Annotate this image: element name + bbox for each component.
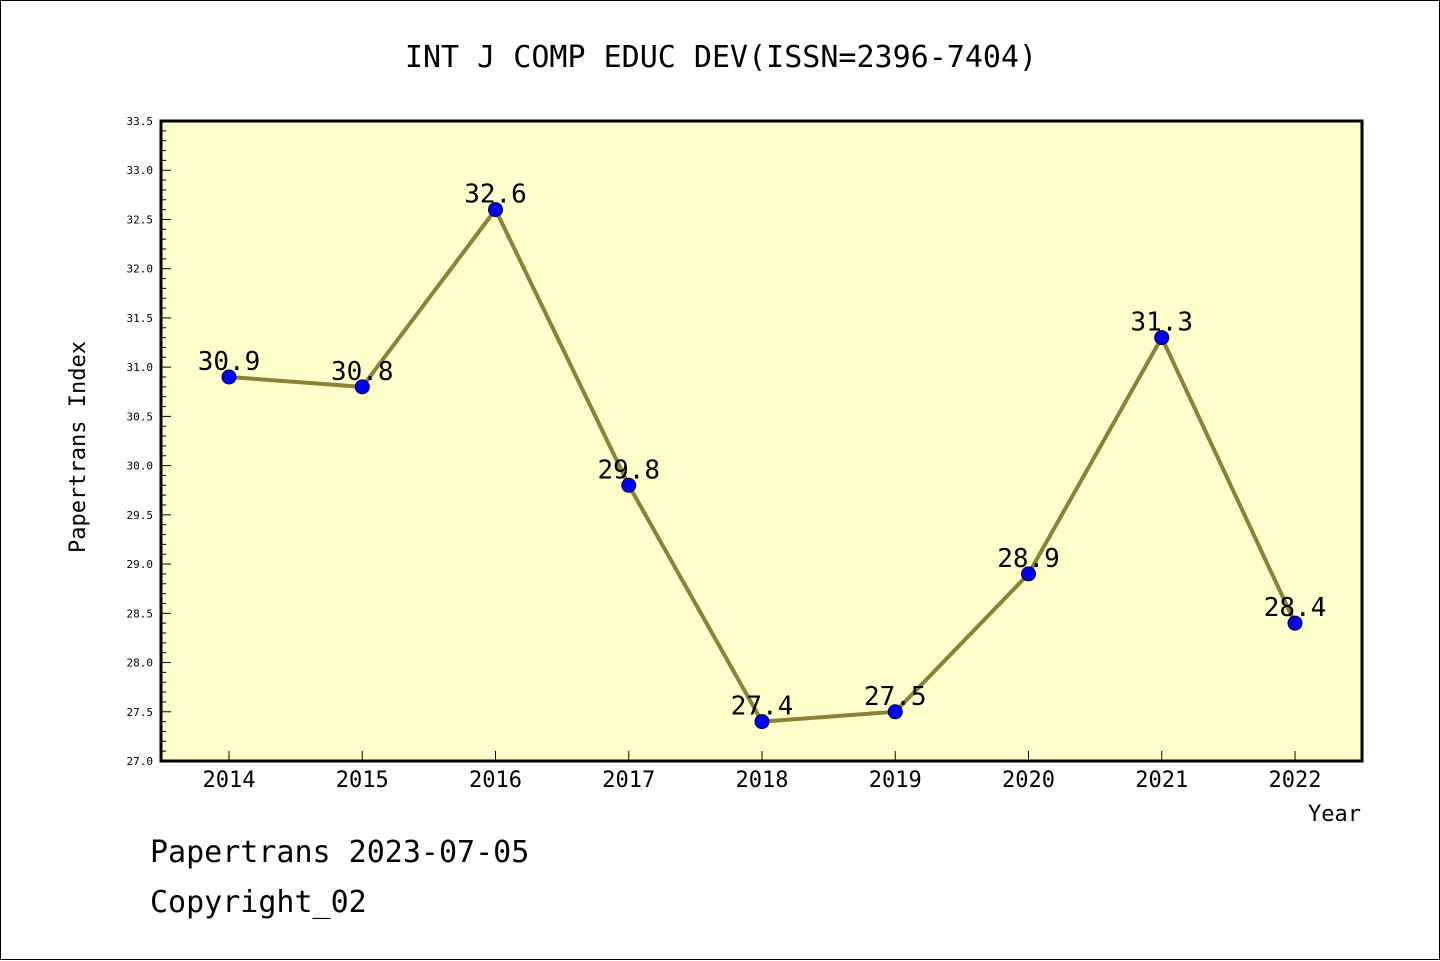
y-tick-label: 28.5 [127, 607, 154, 620]
x-tick-label: 2022 [1269, 768, 1322, 793]
data-label: 29.8 [597, 455, 660, 485]
data-label: 28.4 [1264, 593, 1327, 623]
x-tick-label: 2015 [336, 768, 389, 793]
x-tick-label: 2016 [469, 768, 522, 793]
data-point [887, 704, 903, 720]
data-label: 30.8 [331, 357, 394, 387]
y-axis-label: Papertrans Index [66, 341, 91, 553]
x-tick-label: 2021 [1135, 768, 1188, 793]
data-label: 31.3 [1130, 308, 1193, 338]
y-tick-label: 27.5 [127, 706, 154, 719]
y-tick-label: 32.0 [127, 263, 154, 276]
y-tick-label: 30.0 [127, 460, 154, 473]
footer-date: Papertrans 2023-07-05 [150, 835, 530, 870]
y-tick-label: 29.0 [127, 558, 154, 571]
data-label: 27.5 [864, 682, 927, 712]
data-point [1021, 566, 1036, 582]
data-point [754, 714, 770, 730]
y-tick-label: 29.5 [127, 509, 154, 522]
plot-area [159, 119, 1364, 763]
y-tick-label: 27.0 [127, 755, 154, 768]
data-point [621, 477, 637, 493]
data-point [1154, 330, 1170, 346]
data-label: 27.4 [731, 692, 794, 722]
footer-copyright: Copyright_02 [150, 885, 367, 920]
y-tick-label: 31.0 [127, 361, 154, 374]
x-tick-label: 2018 [736, 768, 789, 793]
y-tick-label: 32.5 [127, 213, 154, 226]
y-tick-label: 33.5 [127, 115, 154, 128]
data-point [221, 369, 237, 385]
y-tick-label: 31.5 [127, 312, 154, 325]
data-label: 32.6 [464, 180, 527, 210]
y-tick-label: 33.0 [127, 164, 154, 177]
x-axis: 2014 2015 2016 2017 2018 2019 2020 2021 2022 [203, 751, 1322, 793]
x-tick-label: 2020 [1002, 768, 1055, 793]
data-point [354, 379, 370, 395]
data-point [488, 202, 503, 218]
data-label: 28.9 [997, 544, 1060, 574]
x-tick-label: 2014 [203, 768, 256, 793]
x-axis-label: Year [1308, 802, 1361, 827]
y-axis: 27.0 27.5 28.0 28.5 29.0 29.5 30.0 30.5 31.0 31.5… [127, 115, 171, 768]
x-tick-label: 2017 [602, 768, 655, 793]
y-tick-label: 28.0 [127, 657, 154, 670]
y-tick-label: 30.5 [127, 410, 154, 423]
series-line-group [221, 202, 1303, 730]
data-point [1287, 615, 1303, 631]
chart-title: INT J COMP EDUC DEV(ISSN=2396-7404) [405, 40, 1037, 75]
data-labels: 30.9 30.8 32.6 29.8 27.4 27.5 28.9 31.3 28.4 [198, 180, 1327, 722]
x-tick-label: 2019 [869, 768, 922, 793]
data-label: 30.9 [198, 347, 261, 377]
